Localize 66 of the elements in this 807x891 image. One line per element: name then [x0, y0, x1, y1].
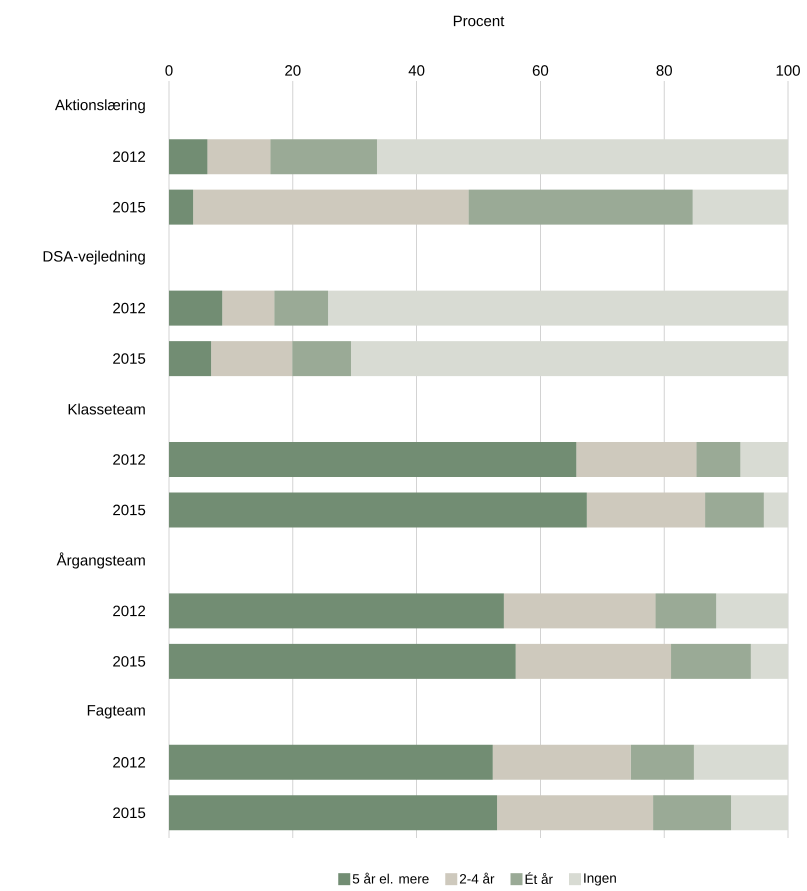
bar [274, 290, 328, 326]
bar [169, 190, 194, 225]
bar [222, 290, 274, 326]
y-tick-label: DSA-vejledning [44, 250, 145, 265]
bar [630, 744, 694, 780]
legend-label: 5 år el. mere [352, 872, 429, 884]
bar [328, 290, 788, 326]
legend-label: Ét år [526, 872, 553, 884]
x-tick-label: 0 [165, 65, 173, 76]
bar [376, 139, 788, 174]
bar [694, 744, 788, 780]
x-tick-label: 80 [656, 65, 672, 76]
bar [169, 795, 498, 830]
bar [576, 442, 696, 478]
bar [716, 593, 788, 628]
bar [586, 492, 706, 528]
bar [193, 190, 469, 225]
bar [169, 290, 222, 326]
bar [169, 492, 587, 528]
y-tick-label: Årgangsteam [56, 552, 145, 569]
y-tick-label: 2012 [113, 302, 146, 314]
bar [731, 795, 788, 830]
x-tick-label: 20 [285, 65, 301, 76]
x-tick-label: 100 [776, 65, 800, 76]
bar [764, 492, 788, 528]
x-axis-title: Procent [454, 16, 504, 26]
bar [750, 644, 788, 679]
bar [492, 744, 631, 780]
bar [497, 795, 654, 830]
y-tick-label: Fagteam [88, 705, 145, 719]
bar [350, 341, 788, 376]
bar [169, 593, 504, 628]
bar [516, 644, 672, 679]
y-tick-label: 2012 [113, 606, 146, 616]
bar [696, 442, 740, 478]
bar [169, 644, 516, 679]
bar [169, 139, 208, 174]
y-tick-label: 2015 [113, 504, 146, 516]
legend-label: Ingen [584, 873, 616, 886]
x-tick-label: 40 [408, 65, 424, 76]
y-tick-label: 2015 [113, 807, 146, 818]
y-tick-label: Klasseteam [68, 404, 145, 415]
bar [504, 593, 656, 628]
bar [653, 795, 732, 830]
y-tick-label: 2012 [113, 151, 146, 162]
bar [740, 442, 788, 478]
bar [705, 492, 764, 528]
y-tick-label: 2015 [113, 202, 146, 212]
bar [169, 744, 493, 780]
y-tick-label: 2015 [113, 353, 146, 364]
bar [270, 139, 377, 174]
x-tick-label: 60 [532, 65, 548, 76]
bar [671, 644, 751, 679]
bar [207, 139, 271, 174]
bar [692, 190, 788, 225]
y-tick-label: Aktionslæring [54, 99, 145, 114]
bar [292, 341, 351, 376]
bar [169, 341, 212, 376]
bar [656, 593, 716, 628]
bar [211, 341, 292, 376]
y-tick-label: 2012 [113, 454, 146, 465]
bar [468, 190, 693, 225]
legend-label: 2-4 år [460, 872, 494, 884]
bar [169, 442, 576, 478]
y-tick-label: 2012 [113, 757, 146, 768]
y-tick-label: 2015 [113, 656, 146, 667]
